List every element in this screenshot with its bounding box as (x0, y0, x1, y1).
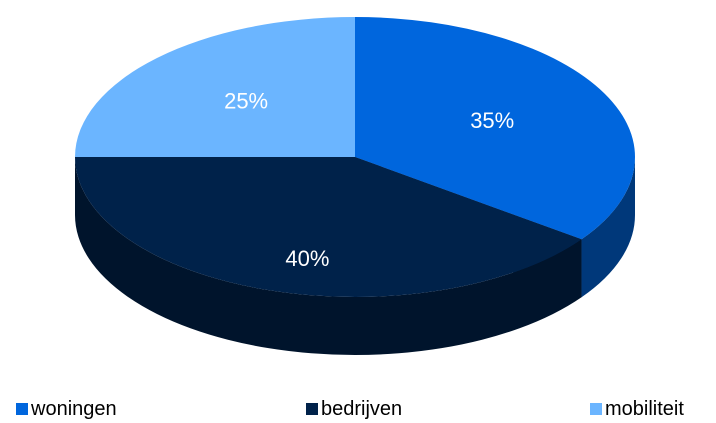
pie-side-bedrijven (75, 157, 582, 356)
legend-swatch-mobiliteit (590, 403, 602, 415)
legend-item-mobiliteit: mobiliteit (590, 397, 684, 421)
legend-label-mobiliteit: mobiliteit (605, 398, 684, 420)
pie-slice-mobiliteit (75, 17, 355, 157)
legend-label-woningen: woningen (31, 398, 117, 420)
legend-item-woningen: woningen (16, 397, 117, 421)
legend: woningen bedrijven mobiliteit (0, 397, 716, 423)
pie-tops (75, 17, 635, 298)
pie-slice-bedrijven (75, 157, 582, 298)
data-label-woningen: 35% (470, 108, 514, 133)
legend-item-bedrijven: bedrijven (306, 397, 402, 421)
data-label-bedrijven: 40% (285, 246, 329, 271)
data-label-mobiliteit: 25% (224, 88, 268, 113)
legend-swatch-bedrijven (306, 403, 318, 415)
pie-slice-woningen (355, 17, 635, 240)
pie-labels: 35% 40% 25% (224, 88, 514, 271)
pie-side-woningen (581, 157, 635, 298)
legend-swatch-woningen (16, 403, 28, 415)
legend-label-bedrijven: bedrijven (321, 398, 403, 420)
